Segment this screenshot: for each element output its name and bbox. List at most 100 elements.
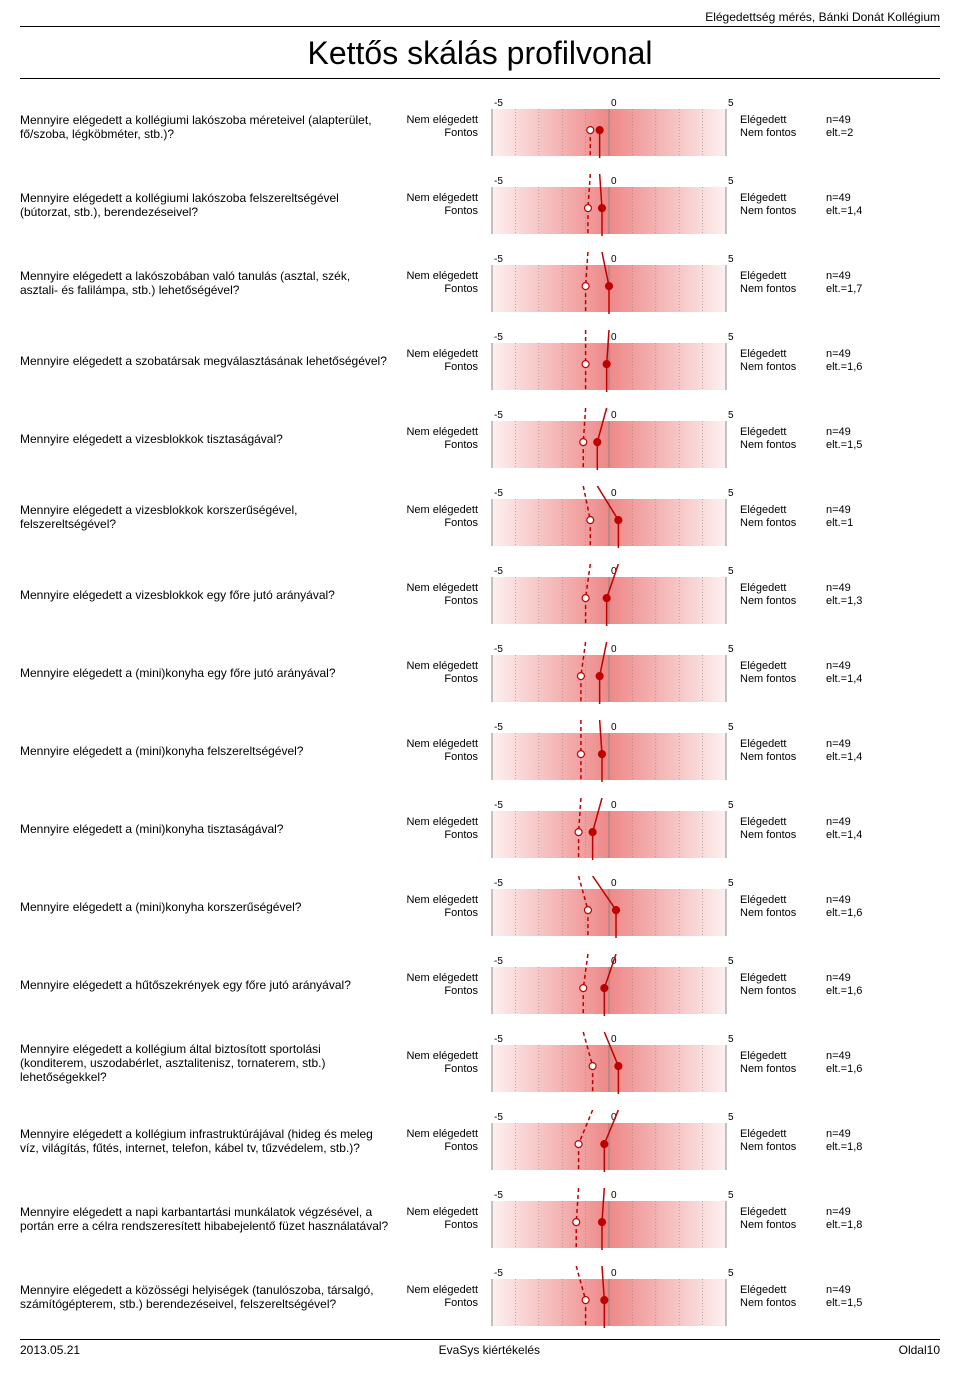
svg-text:0: 0 [611,488,617,499]
svg-text:-5: -5 [494,1268,503,1279]
row-stats: n=49elt.=1,6 [818,972,878,998]
svg-text:0: 0 [611,644,617,655]
right-scale-label: ElégedettNem fontos [734,1206,818,1232]
svg-text:-5: -5 [494,644,503,655]
svg-text:-5: -5 [494,254,503,265]
svg-text:5: 5 [728,566,734,577]
right-scale-label: ElégedettNem fontos [734,1050,818,1076]
left-scale-label: Nem elégedettFontos [400,504,484,530]
question-text: Mennyire elégedett a (mini)konyha felsze… [20,744,400,758]
svg-text:5: 5 [728,488,734,499]
profile-row: Mennyire elégedett a hűtőszekrények egy … [20,949,940,1021]
svg-text:-5: -5 [494,1112,503,1123]
question-text: Mennyire elégedett a közösségi helyisége… [20,1283,400,1311]
profile-row: Mennyire elégedett a lakószobában való t… [20,247,940,319]
row-stats: n=49elt.=1,4 [818,660,878,686]
left-scale-label: Nem elégedettFontos [400,192,484,218]
right-scale-label: ElégedettNem fontos [734,972,818,998]
left-scale-label: Nem elégedettFontos [400,1050,484,1076]
svg-text:5: 5 [728,878,734,889]
question-text: Mennyire elégedett a hűtőszekrények egy … [20,978,400,992]
question-text: Mennyire elégedett a lakószobában való t… [20,269,400,297]
right-scale-label: ElégedettNem fontos [734,1128,818,1154]
question-text: Mennyire elégedett a vizesblokkok korsze… [20,503,400,531]
profile-row: Mennyire elégedett a kollégium által biz… [20,1027,940,1099]
question-text: Mennyire elégedett a napi karbantartási … [20,1205,400,1233]
profile-row: Mennyire elégedett a vizesblokkok korsze… [20,481,940,553]
svg-text:0: 0 [611,878,617,889]
profile-chart: -5 0 5 [484,486,734,548]
right-scale-label: ElégedettNem fontos [734,426,818,452]
svg-text:5: 5 [728,1268,734,1279]
profile-chart: -505 [484,954,734,1016]
row-stats: n=49elt.=1 [818,504,878,530]
profile-row: Mennyire elégedett a kollégiumi lakószob… [20,91,940,163]
left-scale-label: Nem elégedettFontos [400,270,484,296]
row-stats: n=49elt.=1,6 [818,348,878,374]
profile-chart: -505 [484,564,734,626]
footer-page: Oldal10 [899,1343,940,1357]
svg-text:0: 0 [611,98,617,109]
profile-chart: -505 [484,96,734,158]
profile-chart: -505 [484,408,734,470]
right-scale-label: ElégedettNem fontos [734,816,818,842]
profile-row: Mennyire elégedett a kollégiumi lakószob… [20,169,940,241]
profile-chart: -505 [484,1110,734,1172]
left-scale-label: Nem elégedettFontos [400,660,484,686]
page-header: Elégedettség mérés, Bánki Donát Kollégiu… [20,10,940,27]
question-text: Mennyire elégedett a vizesblokkok tiszta… [20,432,400,446]
profile-chart: -5 0 5 [484,1266,734,1328]
row-stats: n=49elt.=1,3 [818,582,878,608]
svg-text:0: 0 [611,800,617,811]
svg-text:-5: -5 [494,1034,503,1045]
left-scale-label: Nem elégedettFontos [400,972,484,998]
left-scale-label: Nem elégedettFontos [400,1284,484,1310]
left-scale-label: Nem elégedettFontos [400,894,484,920]
row-stats: n=49elt.=1,5 [818,426,878,452]
question-text: Mennyire elégedett a kollégiumi lakószob… [20,191,400,219]
svg-text:0: 0 [611,332,617,343]
svg-text:5: 5 [728,1112,734,1123]
svg-text:-5: -5 [494,566,503,577]
svg-text:5: 5 [728,176,734,187]
profile-row: Mennyire elégedett a napi karbantartási … [20,1183,940,1255]
svg-text:0: 0 [611,1268,617,1279]
profile-chart: -505 [484,798,734,860]
profile-chart: -5 0 5 [484,642,734,704]
row-stats: n=49elt.=1,8 [818,1128,878,1154]
svg-text:-5: -5 [494,98,503,109]
svg-text:-5: -5 [494,800,503,811]
left-scale-label: Nem elégedettFontos [400,1206,484,1232]
right-scale-label: ElégedettNem fontos [734,1284,818,1310]
profile-row: Mennyire elégedett a kollégium infrastru… [20,1105,940,1177]
profile-chart: -505 [484,1188,734,1250]
svg-text:0: 0 [611,176,617,187]
profile-row: Mennyire elégedett a szobatársak megvála… [20,325,940,397]
question-text: Mennyire elégedett a kollégium infrastru… [20,1127,400,1155]
profile-row: Mennyire elégedett a vizesblokkok egy fő… [20,559,940,631]
svg-text:-5: -5 [494,1190,503,1201]
right-scale-label: ElégedettNem fontos [734,660,818,686]
row-stats: n=49elt.=1,8 [818,1206,878,1232]
svg-text:-5: -5 [494,410,503,421]
profile-chart: -505 [484,720,734,782]
footer-date: 2013.05.21 [20,1343,80,1357]
svg-text:5: 5 [728,254,734,265]
left-scale-label: Nem elégedettFontos [400,738,484,764]
page-footer: 2013.05.21 EvaSys kiértékelés Oldal10 [20,1339,940,1357]
question-text: Mennyire elégedett a (mini)konyha tiszta… [20,822,400,836]
svg-text:5: 5 [728,644,734,655]
svg-text:5: 5 [728,722,734,733]
svg-text:-5: -5 [494,332,503,343]
left-scale-label: Nem elégedettFontos [400,1128,484,1154]
right-scale-label: ElégedettNem fontos [734,504,818,530]
right-scale-label: ElégedettNem fontos [734,348,818,374]
svg-text:0: 0 [611,254,617,265]
row-stats: n=49elt.=1,7 [818,270,878,296]
profile-row: Mennyire elégedett a közösségi helyisége… [20,1261,940,1333]
profile-row: Mennyire elégedett a (mini)konyha felsze… [20,715,940,787]
svg-text:-5: -5 [494,488,503,499]
row-stats: n=49elt.=1,4 [818,192,878,218]
svg-text:-5: -5 [494,956,503,967]
left-scale-label: Nem elégedettFontos [400,816,484,842]
